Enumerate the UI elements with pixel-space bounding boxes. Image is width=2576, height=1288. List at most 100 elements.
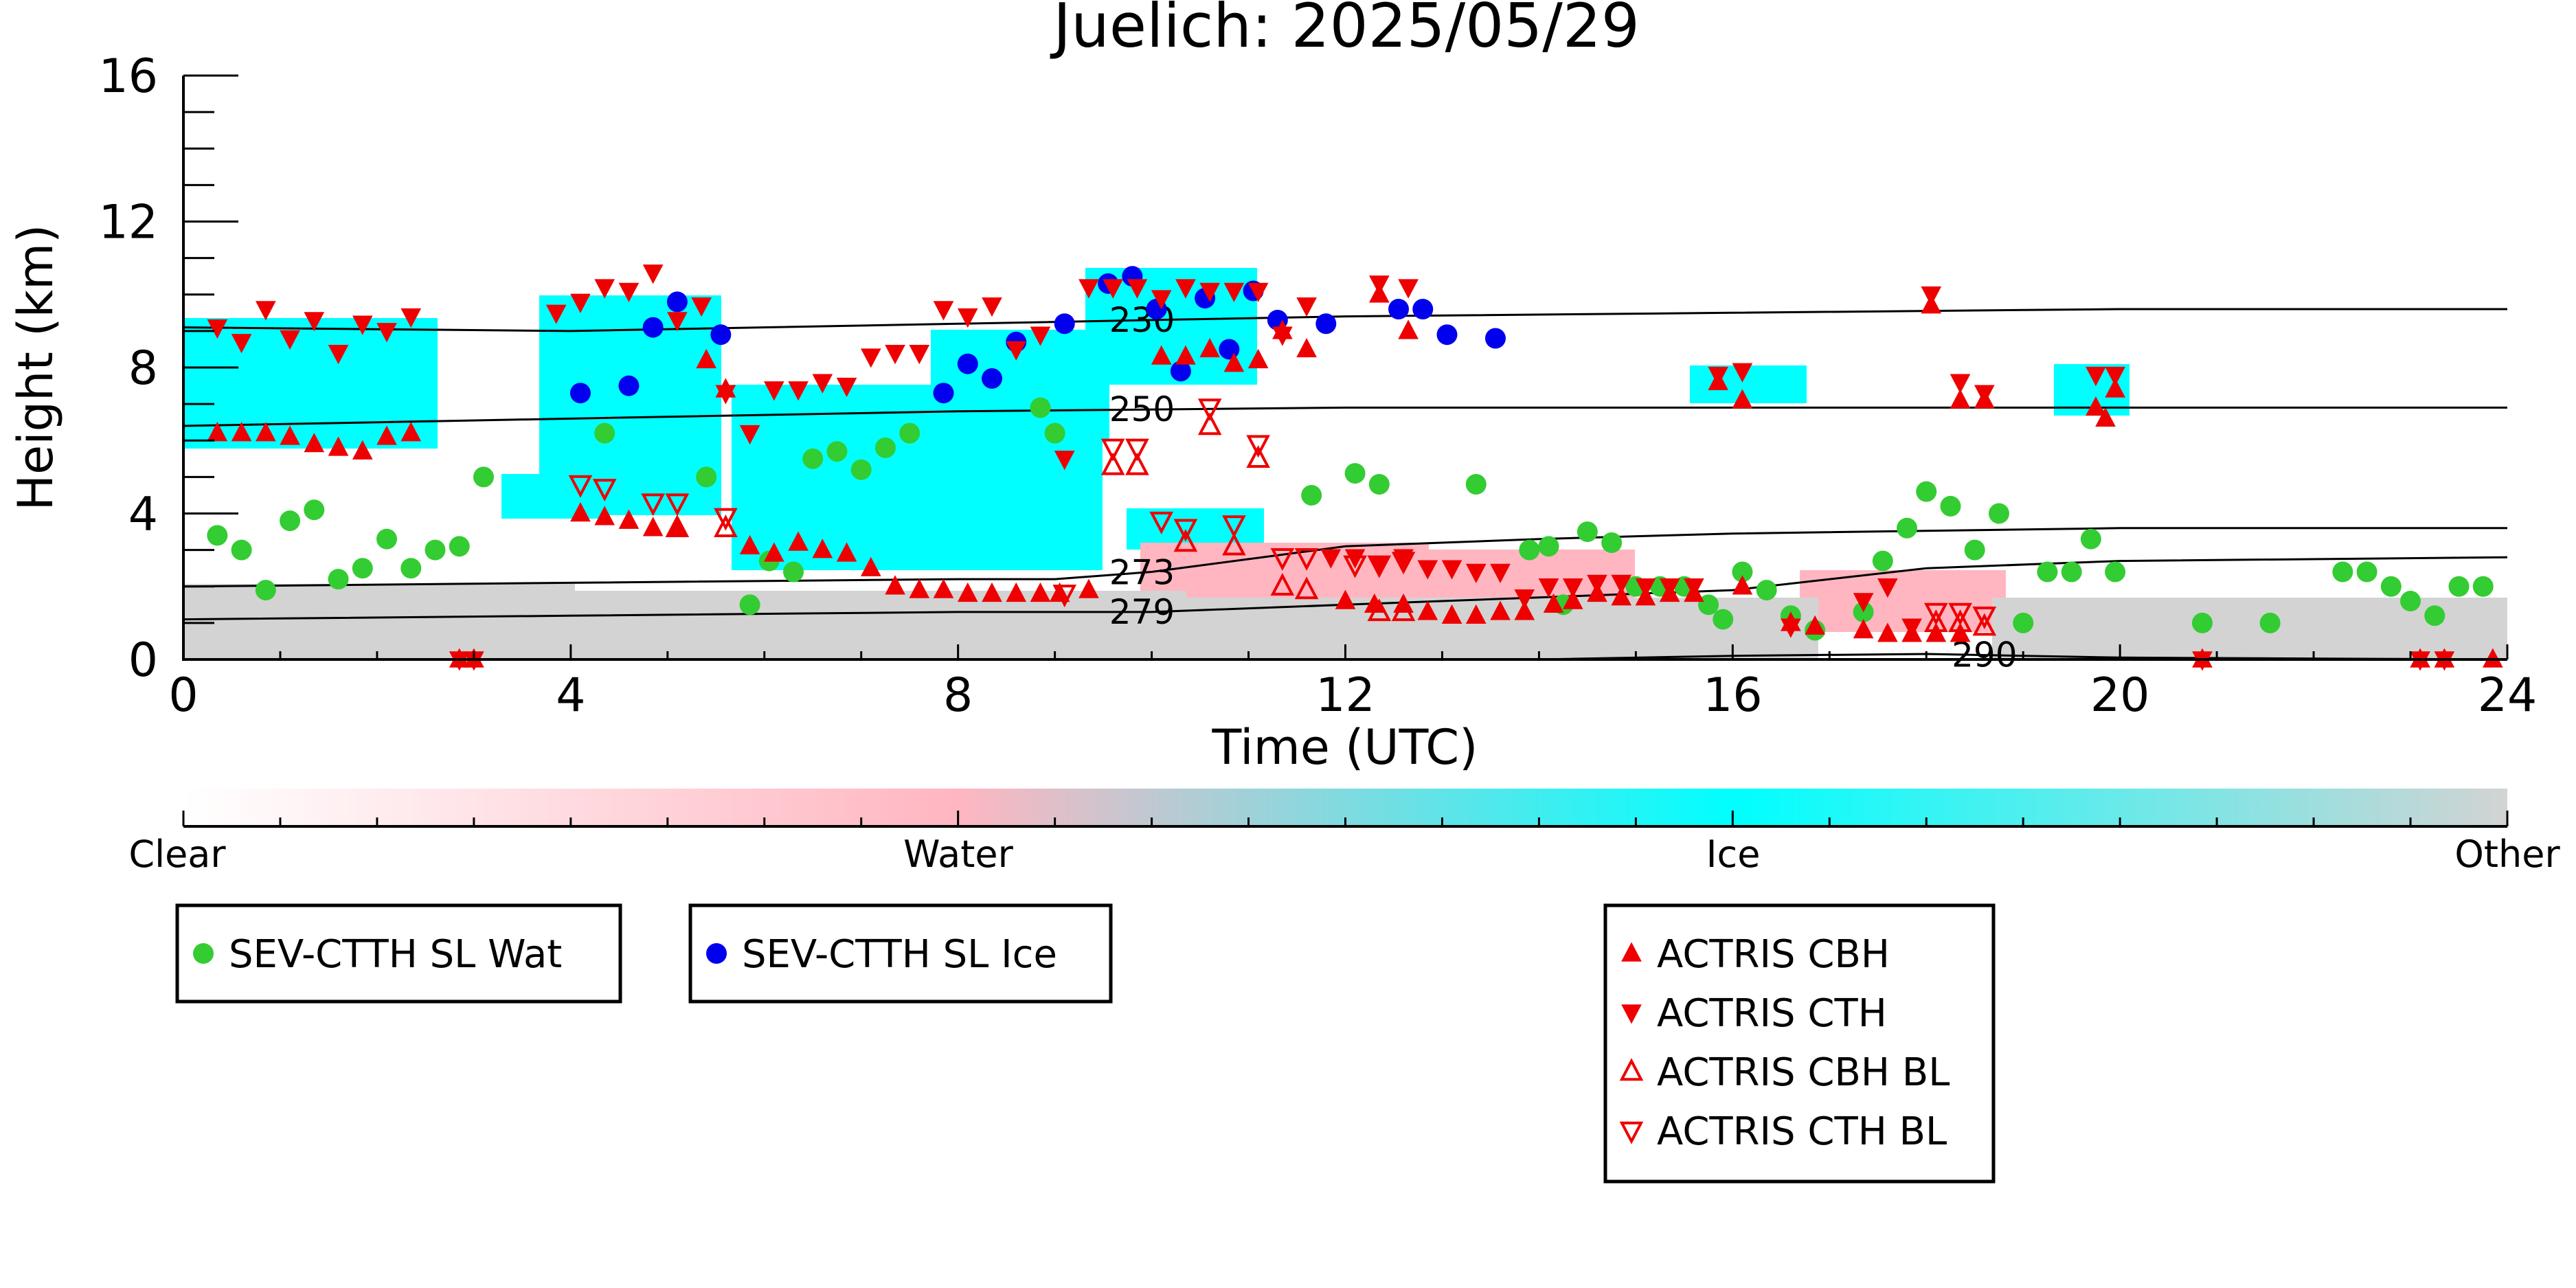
marker-point <box>1732 363 1753 383</box>
marker-point <box>1877 622 1898 642</box>
marker-point <box>2410 651 2430 671</box>
axis-ticks: 0 4 8 12 16 20 24 0 4 8 12 16 <box>98 49 2537 723</box>
marker-point <box>1125 438 1149 462</box>
marker-point <box>594 422 615 444</box>
marker-point <box>1247 348 1269 369</box>
marker-point <box>812 539 833 558</box>
marker-point <box>1538 578 1559 598</box>
marker-point <box>207 525 228 546</box>
marker-point <box>665 493 690 517</box>
marker-point <box>1713 609 1734 630</box>
marker-point <box>1247 282 1269 302</box>
marker-point <box>1924 602 1948 626</box>
marker-point <box>2332 561 2353 583</box>
legend-label: ACTRIS CBH <box>1657 932 1890 977</box>
marker-point <box>957 353 978 374</box>
marker-point <box>304 499 325 521</box>
marker-point <box>850 459 872 480</box>
marker-point <box>592 479 617 502</box>
water-cloud-region <box>1800 570 2006 632</box>
marker-point <box>207 319 228 339</box>
marker-point <box>594 279 615 299</box>
colorbar-label-ice: Ice <box>1706 833 1761 876</box>
marker-point <box>642 517 664 536</box>
marker-point <box>1948 602 1972 626</box>
marker-point <box>568 475 593 498</box>
marker-point <box>1054 313 1075 335</box>
marker-point <box>899 422 920 444</box>
marker-point <box>1872 550 1893 572</box>
marker-point <box>1417 600 1438 620</box>
marker-point <box>1901 618 1922 638</box>
y-tick-label: 0 <box>128 633 158 688</box>
marker-point <box>2105 366 2125 387</box>
legend-box <box>175 903 622 1004</box>
marker-point <box>1030 326 1051 346</box>
marker-point <box>1684 578 1704 598</box>
marker-point <box>1369 275 1390 295</box>
marker-point <box>691 297 712 317</box>
marker-point <box>1100 452 1125 475</box>
marker-point <box>1367 555 1392 578</box>
marker-point <box>788 381 809 401</box>
colorbar-label-water: Water <box>903 833 1013 876</box>
marker-point <box>696 348 717 369</box>
marker-point <box>2472 576 2494 597</box>
marker-point <box>1465 563 1487 583</box>
marker-point <box>1222 515 1246 539</box>
marker-point <box>764 381 784 401</box>
x-axis-label: Time (UTC) <box>1212 719 1478 776</box>
marker-point <box>1175 279 1196 299</box>
marker-point <box>665 515 690 537</box>
marker-point <box>255 580 276 601</box>
marker-point <box>1343 555 1367 578</box>
marker-point <box>802 448 824 469</box>
legend-label: ACTRIS CTH <box>1657 991 1887 1036</box>
marker-point <box>1301 484 1322 506</box>
marker-point <box>280 510 301 532</box>
marker-point <box>1175 345 1196 365</box>
marker-point <box>1465 604 1487 624</box>
marker-point <box>933 578 954 598</box>
marker-point <box>1964 539 1985 561</box>
marker-point <box>1197 398 1222 422</box>
marker-point <box>982 297 1002 317</box>
marker-point <box>2061 561 2082 583</box>
marker-point <box>1519 539 1540 561</box>
marker-point <box>739 534 760 555</box>
marker-point <box>1950 374 1971 394</box>
marker-point <box>2356 561 2377 583</box>
marker-point <box>788 531 809 551</box>
marker-point <box>594 506 615 526</box>
marker-point <box>1940 495 1961 517</box>
marker-point <box>641 493 665 517</box>
marker-point <box>885 345 905 365</box>
marker-point <box>1805 615 1825 635</box>
marker-point <box>739 425 760 445</box>
marker-point <box>304 312 325 332</box>
marker-point <box>1924 609 1948 633</box>
marker-point <box>1562 578 1583 598</box>
marker-point <box>1974 385 1995 405</box>
marker-point <box>1125 452 1149 475</box>
marker-point <box>1490 563 1511 583</box>
marker-point <box>1222 532 1246 556</box>
marker-layer <box>207 264 2503 671</box>
marker-point <box>1044 422 1065 444</box>
marker-point <box>2259 612 2281 633</box>
y-tick-label: 16 <box>98 49 158 104</box>
other-region <box>1992 598 2507 659</box>
marker-point <box>1367 598 1392 622</box>
marker-point <box>1296 337 1317 358</box>
legend: SEV-CTTH SL Wat SEV-CTTH SL Ice ACTRIS CBH… <box>175 903 1996 1184</box>
marker-point <box>1219 339 1240 360</box>
marker-point <box>710 324 732 346</box>
isotherm-label: 273 <box>1109 553 1175 593</box>
marker-point <box>1659 578 1680 598</box>
marker-point <box>1127 279 1148 299</box>
marker-point <box>570 293 591 313</box>
marker-point <box>1988 503 2009 524</box>
marker-point <box>1436 324 1458 346</box>
marker-point <box>982 582 1002 602</box>
marker-point <box>2086 396 2106 416</box>
